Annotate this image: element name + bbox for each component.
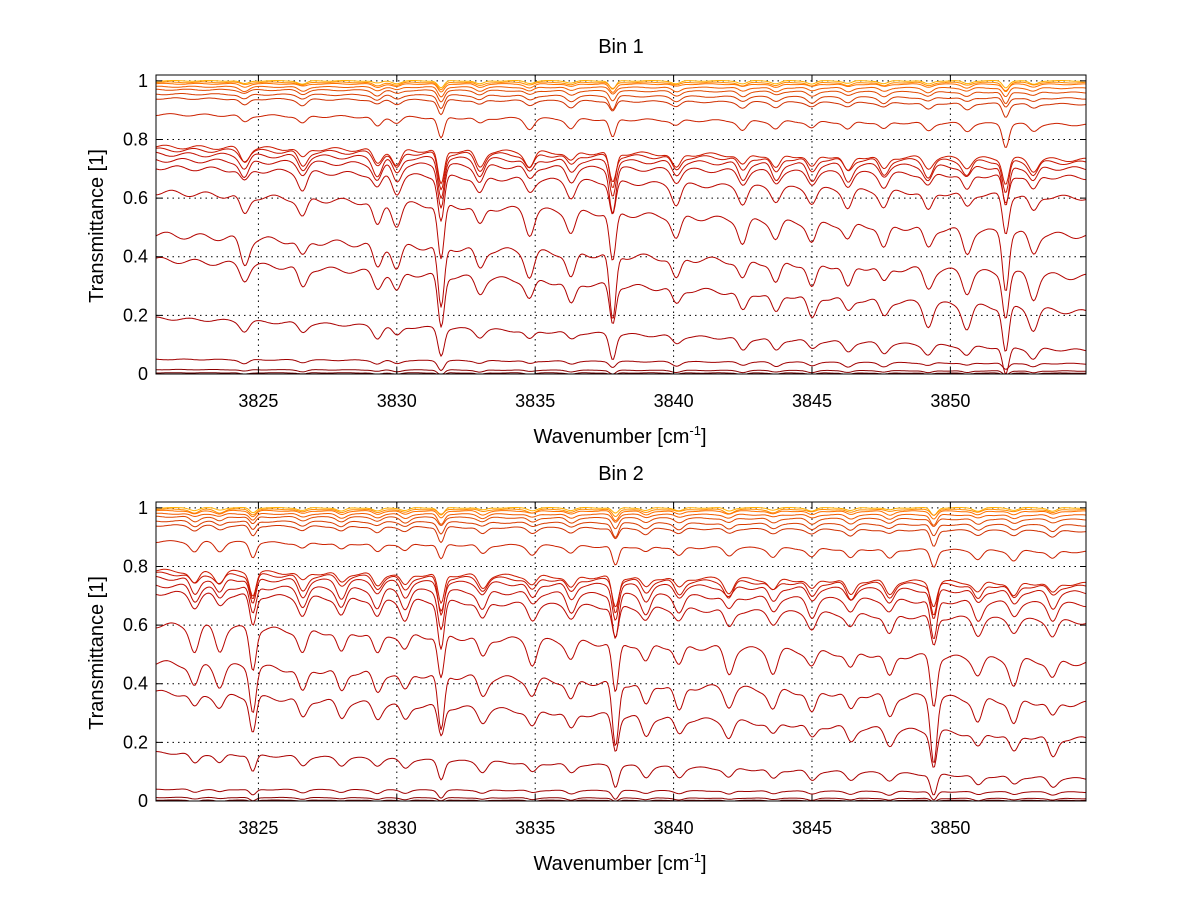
series-line bbox=[155, 97, 1087, 118]
x-axis-label-text: Wavenumber [cm bbox=[533, 426, 689, 448]
series-line bbox=[155, 165, 1087, 235]
series-line bbox=[155, 515, 1087, 530]
series-line bbox=[156, 85, 1087, 98]
x-tick-label: 3840 bbox=[654, 391, 694, 411]
series-line bbox=[155, 88, 1087, 104]
series-line bbox=[155, 144, 1087, 188]
x-tick-label: 3840 bbox=[654, 818, 694, 838]
y-tick-label: 0 bbox=[138, 791, 148, 811]
series-line bbox=[155, 509, 1087, 522]
y-tick-label: 0.2 bbox=[123, 732, 148, 752]
series-line bbox=[155, 231, 1087, 319]
axes-frame bbox=[155, 74, 1087, 375]
series-line bbox=[155, 524, 1087, 547]
series-line bbox=[155, 316, 1087, 374]
series-line bbox=[155, 540, 1087, 568]
x-axis-label-close: ] bbox=[701, 853, 707, 875]
panel-bin-1: Bin 1 Transmittance [1] Wavenumber [cm-1… bbox=[86, 36, 1087, 448]
series-line bbox=[155, 358, 1087, 372]
x-tick-label: 3825 bbox=[238, 391, 278, 411]
chart-title: Bin 1 bbox=[598, 36, 644, 58]
tick-labels: 3825 3830 3835 3840 3845 3850 0 0.2 0.4 0.6 0.8 1 bbox=[123, 498, 1086, 838]
series-line bbox=[155, 82, 1087, 93]
series-line bbox=[155, 575, 1087, 621]
series-line bbox=[155, 583, 1087, 639]
x-axis-label-superscript: -1 bbox=[689, 850, 701, 865]
series-line bbox=[155, 751, 1087, 796]
x-tick-label: 3835 bbox=[515, 391, 555, 411]
x-axis-label: Wavenumber [cm-1] bbox=[533, 423, 706, 448]
series-line bbox=[155, 113, 1087, 148]
y-axis-label: Transmittance [1] bbox=[86, 576, 108, 730]
series-line bbox=[155, 689, 1087, 768]
x-tick-label: 3845 bbox=[792, 818, 832, 838]
y-tick-label: 0.2 bbox=[123, 305, 148, 325]
axes-frame bbox=[155, 501, 1087, 802]
y-tick-label: 0.4 bbox=[123, 674, 148, 694]
y-tick-label: 0.8 bbox=[123, 129, 148, 149]
series-line bbox=[155, 80, 1087, 90]
chart-title: Bin 2 bbox=[598, 463, 644, 485]
series-line bbox=[155, 147, 1087, 193]
y-tick-label: 0.4 bbox=[123, 247, 148, 267]
tick-labels: 3825 3830 3835 3840 3845 3850 0 0.2 0.4 0.6 0.8 1 bbox=[123, 71, 1086, 411]
series-line bbox=[155, 151, 1087, 206]
series-line bbox=[155, 571, 1087, 616]
series-line bbox=[155, 81, 1087, 92]
x-axis-label-text: Wavenumber [cm bbox=[533, 853, 689, 875]
series-line bbox=[155, 158, 1087, 214]
x-tick-label: 3850 bbox=[930, 818, 970, 838]
series-line bbox=[155, 508, 1087, 517]
x-axis-label: Wavenumber [cm-1] bbox=[533, 850, 706, 875]
series-line bbox=[155, 256, 1087, 352]
series-line bbox=[155, 520, 1086, 538]
y-axis-label: Transmittance [1] bbox=[86, 149, 108, 303]
x-axis-label-close: ] bbox=[701, 426, 707, 448]
x-tick-label: 3830 bbox=[377, 818, 417, 838]
x-tick-label: 3830 bbox=[377, 391, 417, 411]
series-line bbox=[155, 189, 1087, 291]
y-tick-label: 0.6 bbox=[123, 615, 148, 635]
x-axis-label-superscript: -1 bbox=[689, 423, 701, 438]
series-line bbox=[155, 660, 1087, 763]
y-tick-label: 0.6 bbox=[123, 188, 148, 208]
series-traces bbox=[155, 507, 1087, 802]
series-line bbox=[155, 93, 1086, 110]
series-line bbox=[155, 788, 1087, 801]
y-tick-label: 0.8 bbox=[123, 556, 148, 576]
series-line bbox=[156, 512, 1087, 526]
y-tick-label: 1 bbox=[138, 498, 148, 518]
y-tick-label: 0 bbox=[138, 364, 148, 384]
series-line bbox=[155, 368, 1086, 375]
series-line bbox=[155, 622, 1087, 707]
x-tick-label: 3845 bbox=[792, 391, 832, 411]
panel-bin-2: Bin 2 Transmittance [1] Wavenumber [cm-1… bbox=[86, 463, 1087, 875]
series-line bbox=[155, 590, 1087, 650]
series-traces bbox=[155, 80, 1087, 375]
x-tick-label: 3825 bbox=[238, 818, 278, 838]
x-tick-label: 3835 bbox=[515, 818, 555, 838]
y-tick-label: 1 bbox=[138, 71, 148, 91]
x-tick-label: 3850 bbox=[930, 391, 970, 411]
